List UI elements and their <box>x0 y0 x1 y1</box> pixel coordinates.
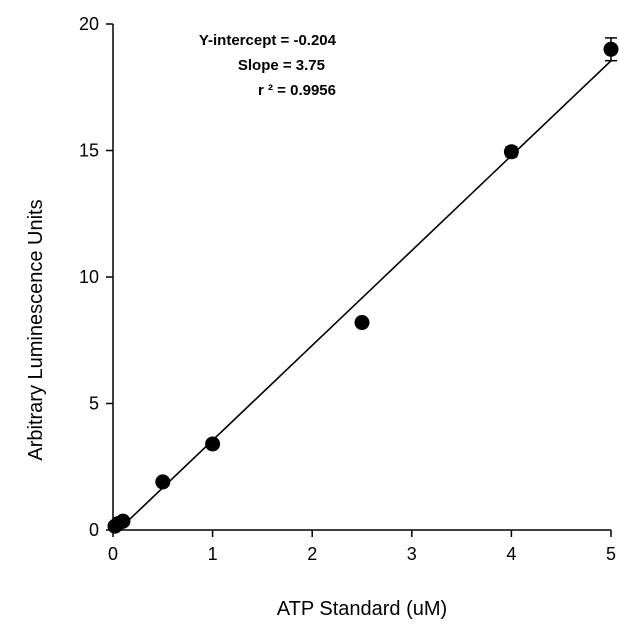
data-point <box>603 41 619 57</box>
data-point <box>205 436 221 452</box>
data-point <box>503 144 519 160</box>
x-tick-label: 1 <box>208 544 218 564</box>
y-tick-label: 15 <box>79 141 99 161</box>
y-tick-label: 5 <box>89 394 99 414</box>
y-tick-label: 20 <box>79 14 99 34</box>
x-tick-label: 2 <box>307 544 317 564</box>
data-points <box>107 37 619 534</box>
x-axis-label: ATP Standard (uM) <box>277 598 447 620</box>
ticks: 0 1 2 3 4 5 0 5 10 15 20 <box>79 14 616 564</box>
y-tick-label: 0 <box>89 520 99 540</box>
y-tick-label: 10 <box>79 267 99 287</box>
data-point <box>354 315 370 331</box>
x-tick-label: 4 <box>506 544 516 564</box>
data-point <box>155 474 171 490</box>
data-point <box>115 513 131 529</box>
axes <box>112 24 611 531</box>
fit-line-group <box>117 60 612 531</box>
fit-line <box>117 60 612 531</box>
y-axis-label: Arbitrary Luminescence Units <box>25 199 47 460</box>
annotation-intercept: Y-intercept = -0.204 <box>199 32 337 49</box>
annotation-r2: r ² = 0.9956 <box>258 82 336 99</box>
x-tick-label: 0 <box>108 544 118 564</box>
annotation-slope: Slope = 3.75 <box>238 57 325 74</box>
x-tick-label: 3 <box>407 544 417 564</box>
x-tick-label: 5 <box>606 544 616 564</box>
